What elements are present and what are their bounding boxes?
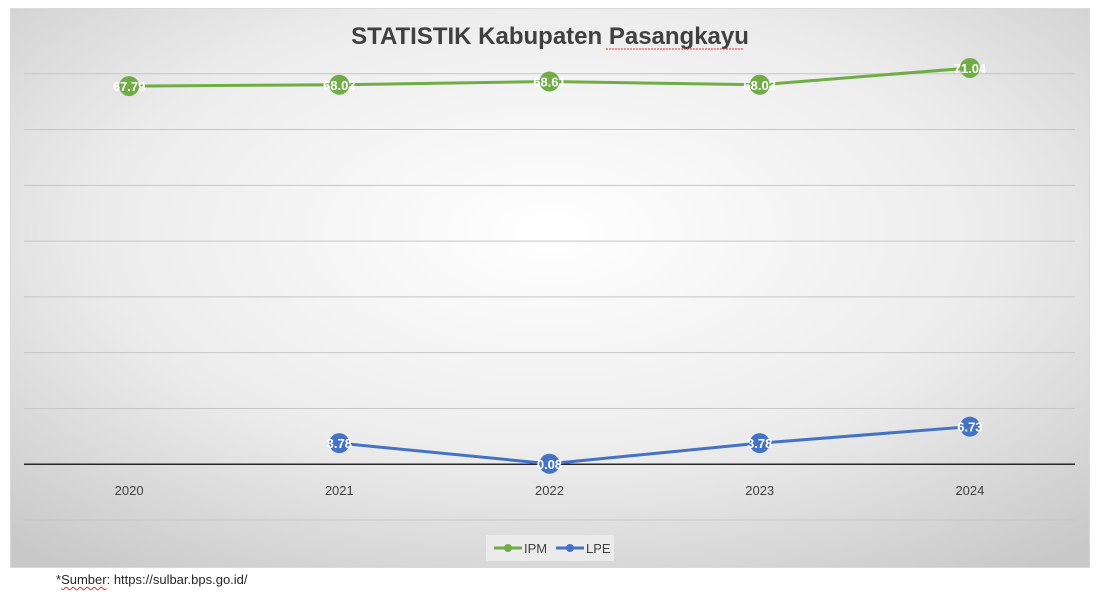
x-tick-label: 2022 [535, 483, 564, 498]
data-label-lpe: 0.08 [537, 457, 562, 472]
legend-label-ipm: IPM [524, 541, 547, 556]
data-point-ipm [749, 74, 770, 95]
data-label-lpe: 6.73 [957, 420, 982, 435]
legend-label-lpe: LPE [586, 541, 611, 556]
x-tick-label: 2024 [955, 483, 984, 498]
legend: IPM LPE [486, 535, 614, 561]
data-point-ipm [119, 76, 140, 97]
data-point-ipm [959, 57, 980, 78]
source-note: *Sumber: https://sulbar.bps.go.id/ [56, 572, 248, 587]
data-point-lpe [749, 433, 770, 454]
data-label-lpe: 3.78 [327, 436, 352, 451]
source-prefix: * [56, 572, 62, 587]
x-tick-label: 2020 [115, 483, 144, 498]
source-url: : https://sulbar.bps.go.id/ [106, 572, 248, 587]
data-point-lpe [959, 416, 980, 437]
data-point-lpe [539, 453, 560, 474]
series-layer: 67.79 68.03 68.61 68.03 71.04 3.78 0.08 3.78 6.7… [113, 57, 987, 474]
data-label-lpe: 3.78 [747, 436, 772, 451]
data-point-lpe [329, 433, 350, 454]
source-word: Sumber [61, 572, 107, 587]
chart-title: STATISTIK Kabupaten Pasangkayu [351, 23, 749, 50]
data-point-ipm [539, 71, 560, 92]
data-label-ipm: 71.04 [954, 61, 987, 76]
legend-marker-ipm [504, 544, 512, 552]
x-tick-label: 2021 [325, 483, 354, 498]
chart-frame [10, 8, 1090, 568]
series-line-lpe [339, 425, 971, 466]
data-label-ipm: 68.03 [323, 78, 356, 93]
x-tick-label: 2023 [745, 483, 774, 498]
line-chart: STATISTIK Kabupaten Pasangkayu 2020 2021 2… [11, 9, 1089, 567]
data-label-ipm: 67.79 [113, 79, 146, 94]
legend-marker-lpe [566, 544, 574, 552]
data-label-ipm: 68.03 [743, 78, 776, 93]
data-point-ipm [329, 74, 350, 95]
chart-background [11, 9, 1089, 567]
data-label-ipm: 68.61 [533, 75, 566, 90]
